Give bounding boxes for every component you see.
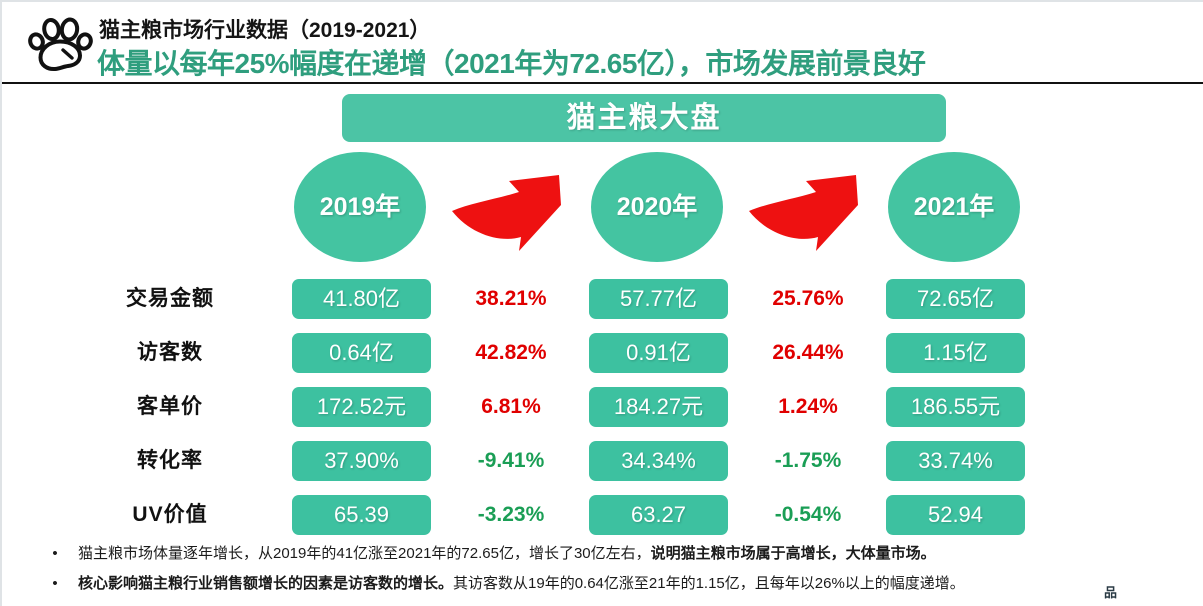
row-label: 交易金额 — [126, 287, 214, 310]
metric-value-2020: 0.91亿 — [589, 333, 728, 373]
footnote-plain: 其访客数从19年的0.64亿涨至21年的1.15亿，且每年以26%以上的幅度递增… — [453, 575, 965, 592]
metric-value-2020: 184.27元 — [589, 387, 728, 427]
red-growth-arrow-icon — [746, 165, 876, 255]
page-title: 体量以每年25%幅度在递增（2021年为72.65亿），市场发展前景良好 — [97, 48, 926, 79]
year-bubble-2019: 2019年 — [294, 152, 426, 262]
metric-delta-2020-2021: -0.54% — [774, 503, 842, 526]
metrics-table: 交易金额 41.80亿 38.21% 57.77亿 25.76% 72.65亿 … — [2, 272, 1203, 542]
bullet-icon: • — [52, 575, 58, 592]
metric-value-2021: 186.55元 — [886, 387, 1025, 427]
metric-value-2020: 34.34% — [589, 441, 728, 481]
year-bubble-2021: 2021年 — [888, 152, 1020, 262]
metric-value-2019: 37.90% — [292, 441, 431, 481]
table-row: 客单价 172.52元 6.81% 184.27元 1.24% 186.55元 — [2, 380, 1203, 434]
section-banner-label: 猫主粮大盘 — [566, 102, 722, 134]
metric-delta-2020-2021: -1.75% — [774, 449, 842, 472]
metric-value-2021: 52.94 — [886, 495, 1025, 535]
metric-delta-2019-2020: 6.81% — [481, 395, 541, 418]
footnote-bold: 说明猫主粮市场属于高增长，大体量市场。 — [650, 545, 936, 562]
metric-value-2021: 1.15亿 — [886, 333, 1025, 373]
footnote-text: 猫主粮市场体量逐年增长，从2019年的41亿涨至2021年的72.65亿，增长了… — [78, 542, 936, 566]
table-row: UV价值 65.39 -3.23% 63.27 -0.54% 52.94 — [2, 488, 1203, 542]
row-label: 转化率 — [137, 449, 203, 472]
metric-value-2020: 63.27 — [589, 495, 728, 535]
year-label: 2020年 — [616, 193, 698, 221]
metric-delta-2020-2021: 25.76% — [772, 287, 844, 310]
metric-delta-2019-2020: -9.41% — [477, 449, 545, 472]
table-row: 转化率 37.90% -9.41% 34.34% -1.75% 33.74% — [2, 434, 1203, 488]
metric-value-2019: 41.80亿 — [292, 279, 431, 319]
year-label: 2021年 — [913, 193, 995, 221]
row-label: UV价值 — [132, 503, 208, 526]
metric-value-2019: 0.64亿 — [292, 333, 431, 373]
footnote-bold: 核心影响猫主粮行业销售额增长的因素是访客数的增长。 — [78, 575, 454, 592]
corner-watermark: 品 — [1104, 585, 1118, 600]
section-banner: 猫主粮大盘 — [342, 94, 946, 142]
row-label: 客单价 — [137, 395, 203, 418]
year-label: 2019年 — [319, 193, 401, 221]
slide-header: 猫主粮市场行业数据（2019-2021） 体量以每年25%幅度在递增（2021年… — [2, 2, 1203, 84]
list-item: • 核心影响猫主粮行业销售额增长的因素是访客数的增长。其访客数从19年的0.64… — [48, 572, 1188, 602]
footnote-text: 核心影响猫主粮行业销售额增长的因素是访客数的增长。其访客数从19年的0.64亿涨… — [78, 572, 965, 596]
metric-delta-2019-2020: 42.82% — [475, 341, 547, 364]
paw-print-icon — [24, 16, 96, 74]
year-bubble-2020: 2020年 — [591, 152, 723, 262]
metric-value-2020: 57.77亿 — [589, 279, 728, 319]
metric-value-2019: 172.52元 — [292, 387, 431, 427]
table-row: 交易金额 41.80亿 38.21% 57.77亿 25.76% 72.65亿 — [2, 272, 1203, 326]
footnote-plain: 猫主粮市场体量逐年增长，从2019年的41亿涨至2021年的72.65亿，增长了… — [78, 545, 651, 562]
red-growth-arrow-icon — [449, 165, 579, 255]
footnote-list: • 猫主粮市场体量逐年增长，从2019年的41亿涨至2021年的72.65亿，增… — [48, 542, 1188, 602]
list-item: • 猫主粮市场体量逐年增长，从2019年的41亿涨至2021年的72.65亿，增… — [48, 542, 1188, 572]
metric-value-2021: 33.74% — [886, 441, 1025, 481]
table-row: 访客数 0.64亿 42.82% 0.91亿 26.44% 1.15亿 — [2, 326, 1203, 380]
bullet-icon: • — [52, 545, 58, 562]
metric-delta-2020-2021: 1.24% — [778, 395, 838, 418]
header-subtitle: 猫主粮市场行业数据（2019-2021） — [99, 19, 431, 42]
metric-value-2021: 72.65亿 — [886, 279, 1025, 319]
metric-delta-2020-2021: 26.44% — [772, 341, 844, 364]
metric-delta-2019-2020: 38.21% — [475, 287, 547, 310]
metric-value-2019: 65.39 — [292, 495, 431, 535]
metric-delta-2019-2020: -3.23% — [477, 503, 545, 526]
row-label: 访客数 — [137, 341, 203, 364]
